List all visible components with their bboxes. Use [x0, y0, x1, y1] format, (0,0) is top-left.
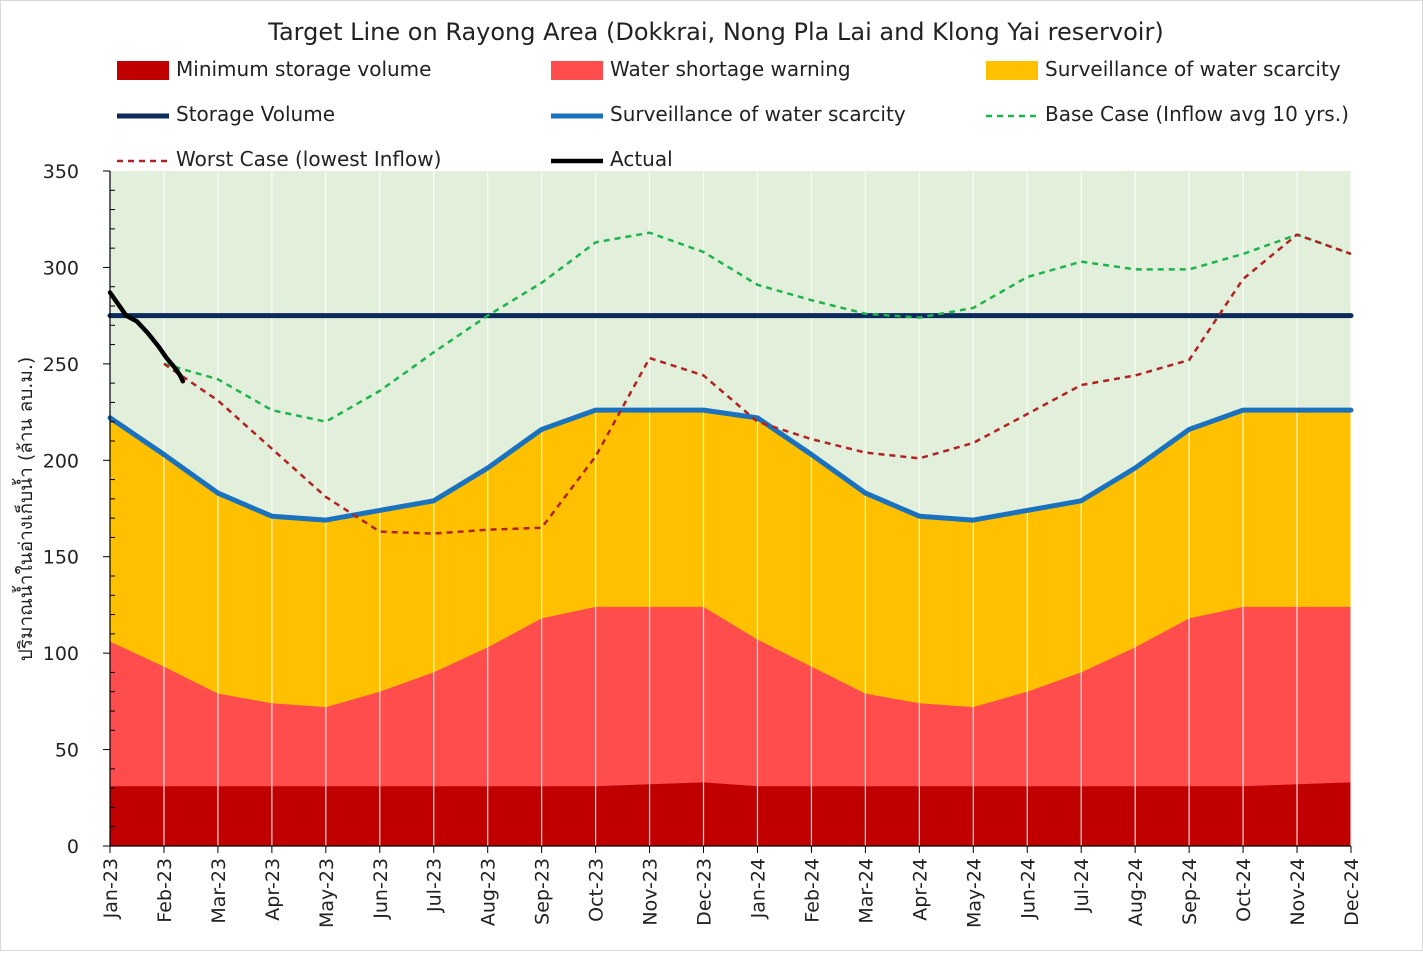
legend: Minimum storage volume Water shortage war… — [117, 57, 1349, 171]
x-tick-label: Sep-23 — [532, 858, 554, 925]
legend-item-actual: Actual — [551, 147, 673, 171]
series-line-surveillance-of-water-scarcity — [107, 407, 1354, 523]
legend-label: Minimum storage volume — [176, 57, 431, 81]
legend-label: Surveillance of water scarcity — [610, 102, 906, 126]
legend-swatch — [551, 61, 603, 80]
x-tick-label: Oct-24 — [1233, 858, 1255, 922]
x-tick-label: Apr-23 — [262, 858, 284, 921]
legend-swatch — [117, 61, 169, 80]
legend-label: Actual — [610, 147, 673, 171]
legend-label: Worst Case (lowest Inflow) — [176, 147, 441, 171]
y-tick-label: 0 — [67, 836, 79, 858]
x-tick-label: Aug-24 — [1125, 858, 1147, 926]
x-tick-label: Jul-24 — [1071, 858, 1093, 913]
y-tick-label: 250 — [43, 354, 79, 376]
legend-label: Water shortage warning — [610, 57, 851, 81]
x-tick-label: Jan-24 — [747, 858, 769, 919]
x-tick-label: Feb-23 — [154, 858, 176, 923]
x-tick-label: Aug-23 — [478, 858, 500, 926]
plot-area: 0 50 100 150 200 250 300 350 Jan-23 Feb-23 Mar-23 A… — [43, 161, 1363, 928]
x-tick-label: May-24 — [963, 858, 985, 928]
x-tick-label: Jan-23 — [100, 858, 122, 919]
series-line-base-case-inflow-avg-10-yrs — [163, 231, 1352, 423]
x-tick-label: Mar-23 — [208, 858, 230, 924]
legend-label: Surveillance of water scarcity — [1045, 57, 1341, 81]
x-tick-label: Feb-24 — [801, 858, 823, 923]
x-tick-label: Sep-24 — [1179, 858, 1201, 925]
legend-item-base-case-inflow-avg-10-yrs: Base Case (Inflow avg 10 yrs.) — [986, 102, 1349, 126]
area-minimum-storage-volume — [110, 782, 1351, 846]
y-tick-label: 350 — [43, 161, 79, 183]
legend-item-water-shortage-warning: Water shortage warning — [551, 57, 851, 81]
y-tick-label: 50 — [55, 740, 79, 762]
x-tick-label: Apr-24 — [909, 858, 931, 921]
x-tick-label: Jun-24 — [1017, 858, 1039, 920]
x-tick-label: Nov-24 — [1287, 858, 1309, 926]
legend-item-surveillance-of-water-scarcity: Surveillance of water scarcity — [551, 102, 906, 126]
x-tick-label: Nov-23 — [640, 858, 662, 926]
chart-title: Target Line on Rayong Area (Dokkrai, Non… — [267, 18, 1163, 46]
y-axis-label: ปริมาณน้ำในอ่างเก็บน้ำ (ล้าน ลบ.ม.) — [12, 357, 37, 662]
legend-label: Base Case (Inflow avg 10 yrs.) — [1045, 102, 1349, 126]
x-tick-label: Mar-24 — [855, 858, 877, 924]
legend-label: Storage Volume — [176, 102, 335, 126]
series-line-actual — [107, 290, 186, 384]
y-tick-label: 150 — [43, 547, 79, 569]
x-tick-label: Oct-23 — [586, 858, 608, 922]
y-tick-label: 200 — [43, 450, 79, 472]
legend-item-surveillance-of-water-scarcity: Surveillance of water scarcity — [986, 57, 1341, 81]
legend-swatch — [986, 61, 1038, 80]
legend-item-worst-case-lowest-inflow: Worst Case (lowest Inflow) — [117, 147, 441, 171]
x-tick-label: May-23 — [316, 858, 338, 928]
legend-item-minimum-storage-volume: Minimum storage volume — [117, 57, 431, 81]
x-tick-label: Jul-23 — [424, 858, 446, 913]
x-tick-label: Dec-23 — [694, 858, 716, 926]
x-tick-label: Jun-23 — [370, 858, 392, 920]
y-tick-label: 100 — [43, 643, 79, 665]
legend-item-storage-volume: Storage Volume — [117, 102, 335, 126]
y-tick-label: 300 — [43, 257, 79, 279]
x-tick-label: Dec-24 — [1341, 858, 1363, 926]
